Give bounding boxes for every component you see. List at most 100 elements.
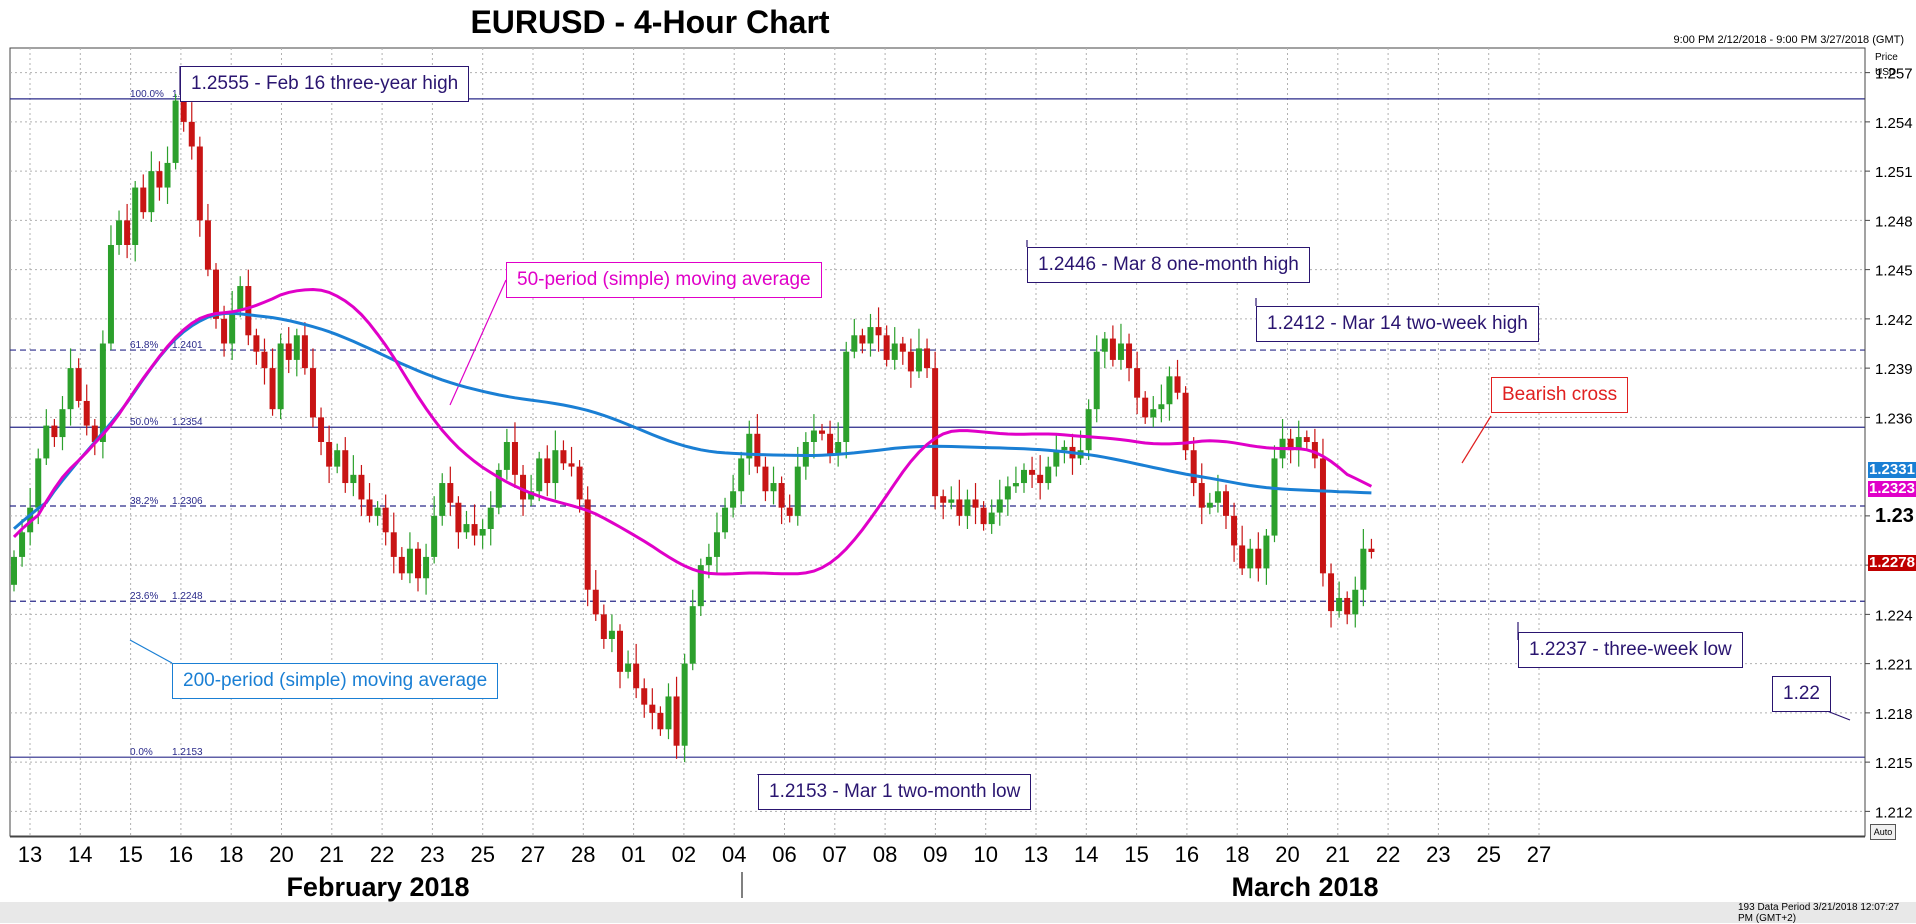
candle-body — [1101, 338, 1108, 352]
x-tick-label: 02 — [672, 842, 696, 867]
candle-body — [415, 548, 421, 579]
candle-body — [713, 532, 720, 557]
candle-body — [996, 499, 1003, 513]
candle-body — [600, 614, 607, 639]
candle-body — [91, 425, 98, 442]
candle-body — [43, 425, 50, 459]
annotation-mar14-high: 1.2412 - Mar 14 two-week high — [1256, 306, 1539, 342]
y-tick-label: 1.212 — [1875, 804, 1913, 821]
x-tick-label: 16 — [1175, 842, 1199, 867]
candle-body — [261, 351, 268, 369]
candle-body — [1085, 409, 1092, 451]
x-tick-label: 25 — [470, 842, 494, 867]
candle-body — [1344, 597, 1351, 615]
x-tick-label: 04 — [722, 842, 746, 867]
candle-body — [536, 458, 543, 492]
x-tick-label: 28 — [571, 842, 595, 867]
candle-body — [568, 463, 575, 467]
candle-body — [83, 400, 90, 426]
current-price-tag: 1.2278 — [1868, 554, 1916, 571]
y-tick-label: 1.251 — [1875, 164, 1913, 181]
candle-body — [843, 351, 850, 442]
annotation-three-week-low: 1.2237 - three-week low — [1518, 632, 1743, 668]
candle-body — [1255, 548, 1262, 569]
candle-body — [1182, 392, 1189, 451]
candle-body — [1311, 442, 1318, 459]
annotation-ma50: 50-period (simple) moving average — [506, 262, 822, 298]
month-label: March 2018 — [1231, 872, 1378, 902]
candle-body — [99, 343, 106, 442]
candle-body — [358, 474, 365, 500]
status-bar — [0, 902, 1916, 923]
y-tick-label: 1.239 — [1875, 361, 1913, 378]
candle-body — [156, 171, 163, 188]
candle-body — [382, 507, 389, 533]
candle-body — [334, 450, 341, 467]
fib-label: 38.2% — [130, 496, 158, 507]
y-tick-label: 1.221 — [1875, 657, 1913, 674]
x-tick-label: 07 — [823, 842, 847, 867]
ma200-line — [13, 311, 1372, 530]
candle-body — [455, 502, 462, 533]
annotation-leader — [1461, 415, 1492, 464]
fib-label: 50.0% — [130, 417, 158, 428]
x-tick-label: 21 — [320, 842, 344, 867]
auto-scale-button[interactable]: Auto — [1870, 824, 1896, 840]
x-tick-label: 23 — [1426, 842, 1450, 867]
candle-body — [67, 368, 74, 410]
candle-body — [705, 556, 712, 566]
candle-body — [1109, 338, 1116, 360]
ma200-price-tag: 1.2331 — [1868, 461, 1916, 478]
candle-body — [786, 507, 793, 516]
x-tick-label: 10 — [973, 842, 997, 867]
candle-body — [1303, 437, 1310, 442]
candle-body — [875, 327, 882, 336]
candle-body — [649, 704, 656, 713]
candle-body — [1263, 535, 1270, 569]
x-tick-label: 14 — [68, 842, 92, 867]
candle-body — [1012, 483, 1019, 487]
candle-body — [924, 348, 931, 369]
candle-body — [1166, 376, 1173, 405]
candle-body — [851, 335, 858, 352]
candle-body — [584, 499, 591, 590]
y-tick-label: 1.245 — [1875, 263, 1913, 280]
candle-body — [132, 187, 139, 245]
candle-body — [1223, 491, 1229, 516]
annotation-bearish-cross: Bearish cross — [1491, 377, 1629, 413]
candle-body — [544, 458, 551, 484]
candle-body — [867, 327, 874, 344]
candle-body — [899, 343, 906, 352]
candle-body — [1037, 474, 1044, 484]
month-label: February 2018 — [286, 872, 469, 902]
candle-body — [253, 335, 260, 352]
y-tick-label: 1.23 — [1875, 505, 1914, 527]
fib-price-label: 1.2401 — [172, 340, 203, 351]
annotation-leader — [129, 639, 173, 664]
x-tick-label: 09 — [923, 842, 947, 867]
y-tick-label: 1.257 — [1875, 66, 1913, 83]
candle-body — [503, 442, 510, 470]
candle-body — [608, 630, 615, 639]
y-tick-label: 1.218 — [1875, 706, 1913, 723]
candle-body — [617, 630, 623, 672]
candle-body — [746, 433, 753, 459]
candle-body — [681, 663, 688, 746]
x-tick-label: 13 — [18, 842, 42, 867]
candle-body — [697, 565, 704, 607]
candle-body — [810, 430, 817, 442]
y-tick-label: 1.236 — [1875, 410, 1913, 427]
ma50-price-tag: 1.2323 — [1868, 480, 1916, 497]
x-tick-label: 13 — [1024, 842, 1048, 867]
candle-body — [1287, 438, 1294, 451]
candle-body — [245, 286, 252, 336]
x-tick-label: 15 — [118, 842, 142, 867]
candle-body — [827, 433, 834, 454]
date-range: 9:00 PM 2/12/2018 - 9:00 PM 3/27/2018 (G… — [1673, 34, 1904, 46]
candle-body — [1174, 376, 1181, 393]
candle-body — [657, 712, 664, 730]
candle-body — [738, 458, 745, 492]
x-tick-label: 21 — [1326, 842, 1350, 867]
candle-body — [487, 507, 494, 530]
candle-body — [406, 548, 413, 574]
